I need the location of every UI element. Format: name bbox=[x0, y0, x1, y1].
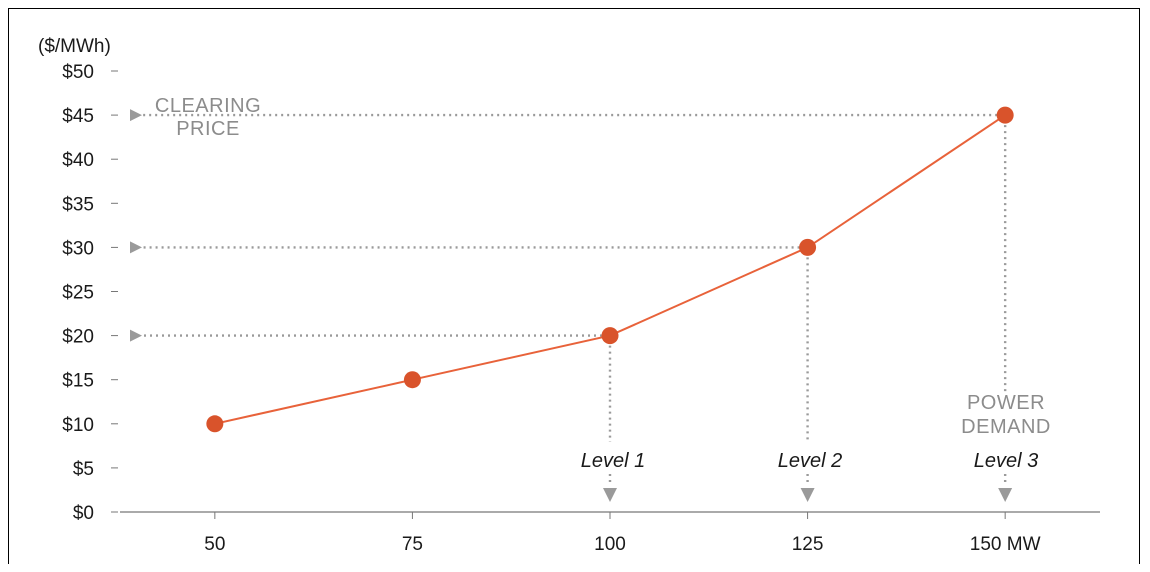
y-tick-label: $25 bbox=[62, 283, 94, 304]
x-tick-label: 50 bbox=[204, 534, 225, 555]
y-tick-label: $45 bbox=[62, 106, 94, 127]
y-tick-label: $0 bbox=[73, 503, 94, 524]
x-tick-label: 100 bbox=[594, 534, 626, 555]
y-tick-label: $5 bbox=[73, 459, 94, 480]
clearing-price-label-line1: CLEARING bbox=[155, 95, 261, 117]
level-2-label: Level 2 bbox=[778, 450, 843, 472]
level-1-label: Level 1 bbox=[581, 450, 646, 472]
data-point bbox=[799, 238, 817, 256]
y-tick-label: $50 bbox=[62, 62, 94, 83]
y-tick-label: $30 bbox=[62, 238, 94, 259]
x-tick-label: 125 bbox=[792, 534, 824, 555]
data-point bbox=[601, 327, 619, 345]
data-point bbox=[403, 371, 421, 389]
level-3-label: Level 3 bbox=[974, 450, 1039, 472]
y-tick-label: $15 bbox=[62, 371, 94, 392]
data-point bbox=[206, 415, 224, 433]
guide-lines bbox=[130, 109, 1013, 502]
power-demand-label-line1: POWER bbox=[967, 392, 1045, 414]
clearing-price-label-line2: PRICE bbox=[176, 118, 240, 140]
down-arrow-level-3 bbox=[998, 488, 1013, 502]
down-arrow-level-2 bbox=[800, 488, 815, 502]
y-tick-label: $35 bbox=[62, 194, 94, 215]
data-point bbox=[996, 106, 1014, 124]
y-tick-label: $40 bbox=[62, 150, 94, 171]
supply-curve-series bbox=[206, 106, 1014, 433]
down-arrow-level-1 bbox=[603, 488, 617, 502]
power-demand-label-line2: DEMAND bbox=[961, 416, 1051, 438]
x-ticks: 50 75 100 125 150 MW bbox=[204, 512, 1041, 555]
y-ticks: $0 $5 $10 $15 $20 $25 $30 $35 $40 $45 $50 bbox=[62, 62, 118, 524]
x-tick-label: 150 MW bbox=[970, 534, 1041, 555]
chart-frame bbox=[8, 8, 1140, 564]
annotation-labels: CLEARING PRICE POWER DEMAND Level 1 Leve… bbox=[155, 95, 1051, 472]
y-tick-label: $20 bbox=[62, 327, 94, 348]
x-tick-label: 75 bbox=[402, 534, 423, 555]
y-tick-label: $10 bbox=[62, 415, 94, 436]
y-axis-unit-label: ($/MWh) bbox=[38, 36, 111, 57]
